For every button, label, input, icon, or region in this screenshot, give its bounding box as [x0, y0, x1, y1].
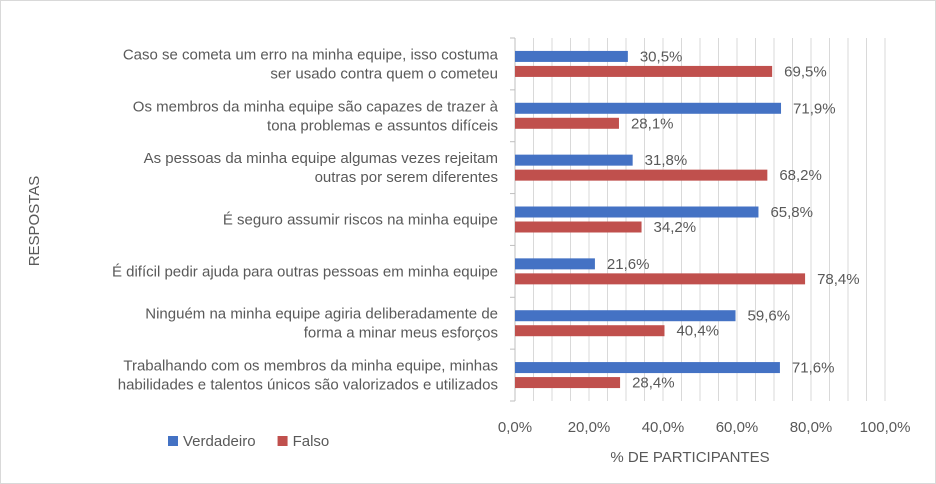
bar-falso-3: [515, 221, 642, 233]
category-label: Os membros da minha equipe são capazes d…: [133, 98, 499, 134]
bar-verdadeiro-1: [515, 102, 782, 114]
x-tick-label: 80,0%: [790, 419, 833, 436]
data-label: 40,4%: [676, 323, 719, 340]
data-labels: 30,5% 71,9% 31,8% 65,8% 21,6% 59,6% 71,6% 69,5%…: [607, 48, 860, 391]
bars: [515, 50, 806, 389]
legend-swatch: [168, 436, 178, 446]
data-label: 59,6%: [748, 308, 791, 325]
data-label: 71,6%: [792, 360, 835, 377]
bar-falso-2: [515, 169, 768, 181]
bar-verdadeiro-4: [515, 258, 595, 270]
category-labels: Caso se cometa um erro na minha equipe, …: [112, 46, 499, 393]
category-label: Ninguém na minha equipe agiria deliberad…: [145, 306, 498, 342]
bar-falso-0: [515, 65, 773, 77]
data-label: 30,5%: [640, 48, 683, 65]
bar-verdadeiro-6: [515, 362, 780, 374]
bar-falso-5: [515, 325, 665, 337]
data-label: 31,8%: [645, 152, 688, 169]
category-label: Trabalhando com os membros da minha equi…: [118, 358, 498, 394]
x-tick-label: 40,0%: [642, 419, 685, 436]
category-label: É seguro assumir riscos na minha equipe: [223, 212, 498, 229]
bar-verdadeiro-5: [515, 310, 736, 322]
data-label: 71,9%: [793, 100, 836, 117]
bar-verdadeiro-3: [515, 206, 759, 218]
legend-swatch: [277, 436, 288, 446]
bar-falso-4: [515, 273, 806, 285]
x-tick-label: 20,0%: [568, 419, 611, 436]
x-axis-title: % DE PARTICIPANTES: [610, 449, 769, 466]
x-tick-labels: 0,0% 20,0% 40,0% 60,0% 80,0% 100,0%: [498, 419, 911, 436]
data-label: 28,1%: [631, 115, 674, 132]
grid-lines: [510, 37, 886, 402]
data-label: 68,2%: [779, 167, 822, 184]
x-tick-label: 100,0%: [860, 419, 911, 436]
x-tick-label: 0,0%: [498, 419, 532, 436]
legend-label: Falso: [293, 433, 330, 450]
legend: Verdadeiro Falso: [168, 433, 329, 450]
legend-label: Verdadeiro: [183, 433, 256, 450]
category-label: É difícil pedir ajuda para outras pessoa…: [112, 263, 498, 280]
data-label: 78,4%: [817, 271, 860, 288]
bar-falso-1: [515, 117, 619, 129]
data-label: 69,5%: [784, 63, 827, 80]
data-label: 65,8%: [770, 204, 813, 221]
bar-verdadeiro-0: [515, 50, 628, 62]
y-axis-title: RESPOSTAS: [26, 176, 43, 267]
category-label: Caso se cometa um erro na minha equipe, …: [123, 46, 499, 82]
data-label: 28,4%: [632, 375, 675, 392]
data-label: 34,2%: [654, 219, 697, 236]
x-tick-label: 60,0%: [716, 419, 759, 436]
category-label: As pessoas da minha equipe algumas vezes…: [144, 150, 498, 186]
bar-verdadeiro-2: [515, 154, 633, 166]
data-label: 21,6%: [607, 256, 650, 273]
bar-falso-6: [515, 377, 621, 389]
